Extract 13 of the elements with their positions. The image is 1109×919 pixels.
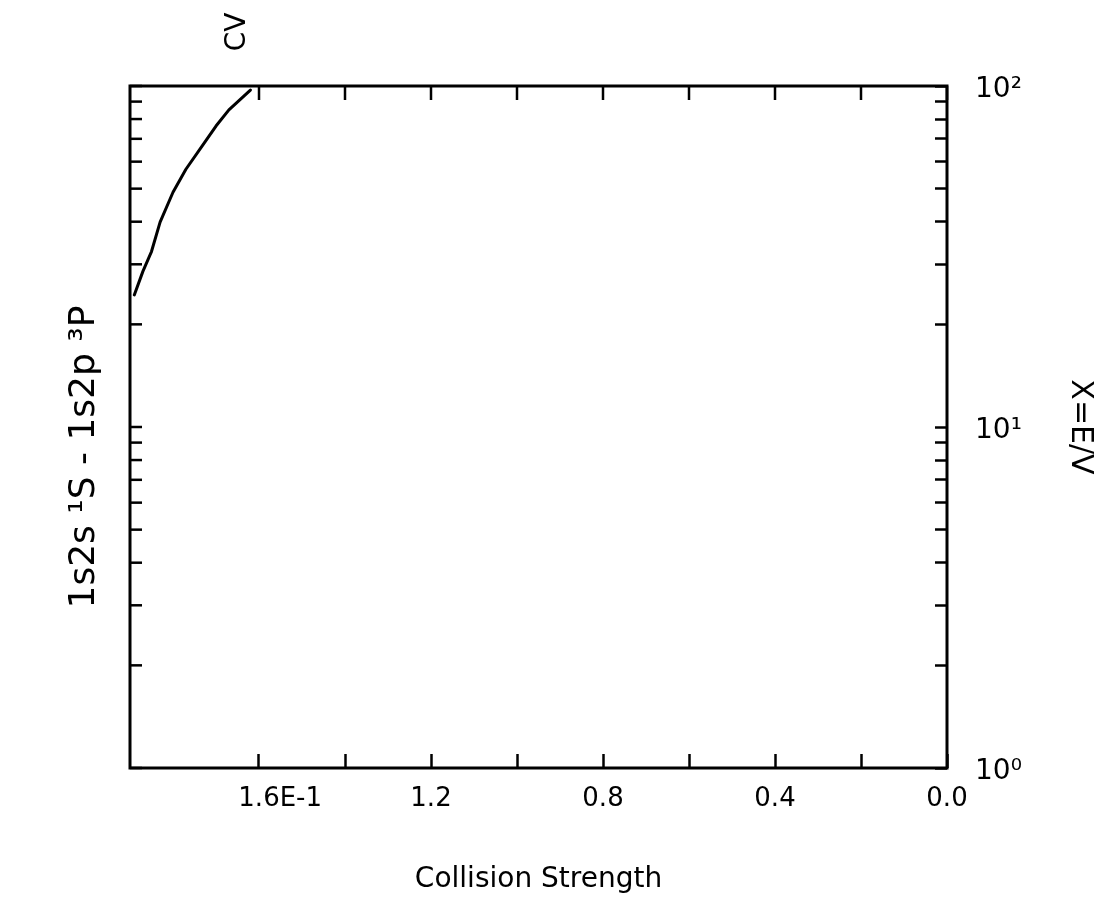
text: CV [219,12,253,52]
x-tick-label: 0.8 [582,782,624,813]
y-axis-title: X=E/V [1065,379,1101,476]
x-tick-label: 1.6 [238,782,280,813]
text: E-1 [279,782,323,813]
y-tick-label: 10¹ [975,412,1022,446]
x-tick-label: 0.0 [926,782,968,813]
x-tick-label: 0.4 [754,782,796,813]
text: 1s2s ¹S - 1s2p ³P [61,305,103,609]
x-axis-title: Collision Strength [414,861,663,895]
y-tick-label: 10² [975,71,1022,105]
x-tick-label: 1.2 [410,782,452,813]
y-tick-label: 10⁰ [975,753,1022,787]
